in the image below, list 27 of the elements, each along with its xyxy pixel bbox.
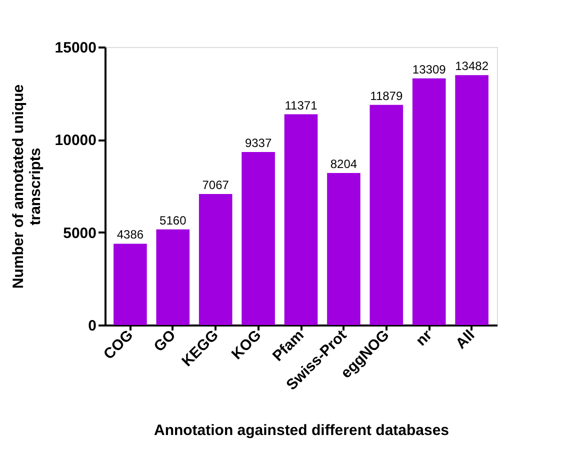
- bar: [412, 78, 446, 325]
- y-tick-label: 5000: [63, 224, 96, 242]
- x-tick-label: GO: [150, 326, 180, 356]
- data-label: 11371: [284, 98, 318, 112]
- x-axis-title: Annotation againsted different databases: [154, 422, 450, 439]
- bar: [327, 172, 360, 325]
- data-label: 11879: [370, 88, 403, 103]
- bar: [156, 229, 190, 325]
- bar: [242, 152, 275, 325]
- y-tick-label: 0: [88, 318, 96, 334]
- y-axis-title: Number of annotated unique transcripts: [10, 84, 44, 289]
- data-label: 13309: [412, 62, 446, 76]
- data-label: 7067: [202, 178, 230, 192]
- bar: [114, 244, 147, 325]
- y-tick-label: 10000: [54, 132, 96, 150]
- data-label: 5160: [160, 213, 187, 228]
- data-label: 8204: [330, 156, 358, 171]
- data-label: 9337: [244, 136, 272, 150]
- data-label: 13482: [455, 59, 489, 74]
- bar: [370, 104, 404, 325]
- bar: [198, 194, 232, 325]
- bar: [284, 114, 318, 325]
- bar: [455, 75, 488, 325]
- data-label: 4386: [116, 228, 144, 242]
- x-tick-label: nr: [412, 326, 436, 350]
- x-tick-label: All: [452, 326, 478, 352]
- y-tick-label: 15000: [54, 40, 96, 56]
